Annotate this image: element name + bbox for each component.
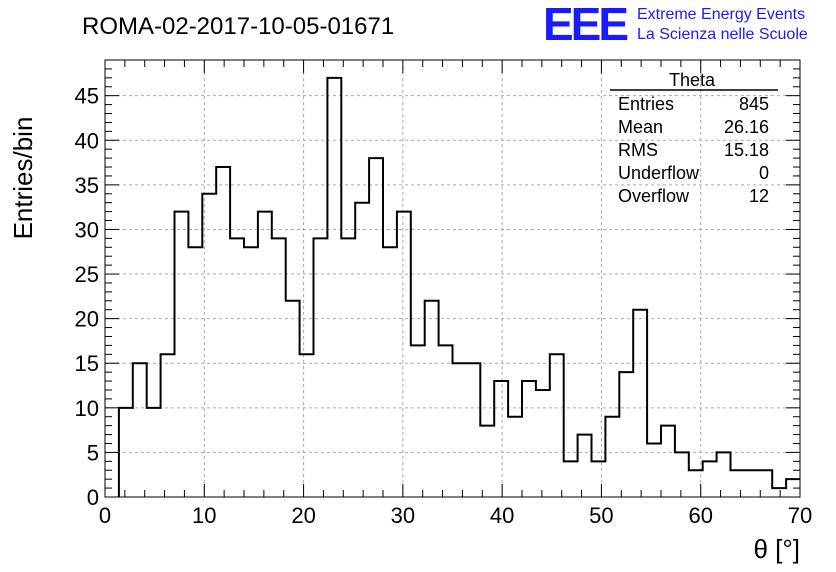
x-tick-label: 40 bbox=[490, 503, 514, 528]
histogram-outline bbox=[117, 76, 800, 497]
histogram-bin bbox=[230, 238, 244, 497]
histogram-bin bbox=[578, 435, 592, 497]
stats-title: Theta bbox=[669, 70, 716, 90]
histogram-bin bbox=[175, 212, 189, 497]
x-tick-label: 0 bbox=[99, 503, 111, 528]
grid bbox=[105, 60, 800, 497]
y-tick-label: 40 bbox=[75, 128, 99, 153]
x-tick-label: 60 bbox=[688, 503, 712, 528]
histogram-bin bbox=[536, 390, 550, 497]
histogram-bin bbox=[494, 381, 508, 497]
histogram-bin bbox=[633, 310, 647, 497]
y-tick-labels: 0 5 10 15 20 25 30 35 40 45 bbox=[75, 84, 99, 510]
histogram-bin bbox=[272, 238, 286, 497]
histogram-bin bbox=[703, 461, 717, 497]
histogram-bin bbox=[564, 461, 578, 497]
y-tick-label: 0 bbox=[87, 485, 99, 510]
histogram-bin bbox=[314, 238, 328, 497]
histogram-bin bbox=[453, 363, 467, 497]
stats-value-mean: 26.16 bbox=[724, 117, 769, 137]
histogram bbox=[117, 76, 800, 497]
y-tick-label: 20 bbox=[75, 307, 99, 332]
eee-logo: EEE Extreme Energy Events La Scienza nel… bbox=[543, 0, 808, 50]
plot-frame bbox=[104, 59, 801, 498]
stats-label-entries: Entries bbox=[618, 94, 674, 114]
stats-value-underflow: 0 bbox=[759, 163, 769, 183]
histogram-bin bbox=[411, 345, 425, 497]
histogram-bin bbox=[772, 488, 786, 497]
x-tick-label: 10 bbox=[192, 503, 216, 528]
stats-value-overflow: 12 bbox=[749, 186, 769, 206]
y-tick-label: 10 bbox=[75, 396, 99, 421]
histogram-bin bbox=[550, 354, 564, 497]
x-tick-label: 70 bbox=[788, 503, 812, 528]
histogram-bin bbox=[341, 238, 355, 497]
y-tick-label: 5 bbox=[87, 440, 99, 465]
histogram-bin bbox=[592, 461, 606, 497]
histogram-bin bbox=[480, 426, 494, 497]
histogram-bin bbox=[439, 345, 453, 497]
histogram-bin bbox=[605, 417, 619, 497]
y-tick-label: 30 bbox=[75, 217, 99, 242]
stats-rows: Entries 845 Mean 26.16 RMS 15.18 Underflow 0 Ove… bbox=[618, 94, 769, 206]
histogram-bin bbox=[369, 158, 383, 497]
histogram-bin bbox=[258, 212, 272, 497]
stats-value-entries: 845 bbox=[739, 94, 769, 114]
logo-line2: La Scienza nelle Scuole bbox=[637, 26, 808, 43]
histogram-bin bbox=[161, 354, 175, 497]
histogram-bin bbox=[661, 426, 675, 497]
histogram-bin bbox=[188, 247, 202, 497]
chart-title: ROMA-02-2017-10-05-01671 bbox=[82, 13, 394, 40]
histogram-bin bbox=[647, 443, 661, 497]
histogram-bin bbox=[383, 247, 397, 497]
y-axis-label: Entries/bin bbox=[8, 117, 38, 240]
histogram-bin bbox=[300, 354, 314, 497]
histogram-bin bbox=[425, 301, 439, 497]
logo-line1: Extreme Energy Events bbox=[637, 6, 805, 23]
histogram-bin bbox=[466, 363, 480, 497]
histogram-bin bbox=[133, 363, 147, 497]
histogram-bin bbox=[508, 417, 522, 497]
y-tick-label: 25 bbox=[75, 262, 99, 287]
stats-label-underflow: Underflow bbox=[618, 163, 700, 183]
histogram-bin bbox=[216, 167, 230, 497]
axis-ticks bbox=[104, 59, 801, 498]
logo-mark: EEE bbox=[543, 0, 627, 50]
x-tick-labels: 0 10 20 30 40 50 60 70 bbox=[99, 503, 812, 528]
y-tick-label: 15 bbox=[75, 351, 99, 376]
histogram-bin bbox=[731, 470, 745, 497]
x-tick-label: 20 bbox=[291, 503, 315, 528]
stats-label-rms: RMS bbox=[618, 140, 658, 160]
stats-box: Theta Entries 845 Mean 26.16 RMS 15.18 Underfl… bbox=[610, 70, 778, 206]
x-tick-label: 30 bbox=[391, 503, 415, 528]
y-tick-label: 45 bbox=[75, 84, 99, 109]
histogram-bin bbox=[286, 301, 300, 497]
stats-label-overflow: Overflow bbox=[618, 186, 690, 206]
x-tick-label: 50 bbox=[589, 503, 613, 528]
histogram-bin bbox=[244, 247, 258, 497]
histogram-bin bbox=[675, 452, 689, 497]
x-axis-label: θ [°] bbox=[753, 534, 800, 564]
histogram-bin bbox=[744, 470, 758, 497]
stats-value-rms: 15.18 bbox=[724, 140, 769, 160]
y-tick-label: 35 bbox=[75, 173, 99, 198]
histogram-bin bbox=[619, 372, 633, 497]
stats-label-mean: Mean bbox=[618, 117, 663, 137]
histogram-bin bbox=[522, 381, 536, 497]
histogram-bin bbox=[717, 452, 731, 497]
histogram-bin bbox=[397, 212, 411, 497]
